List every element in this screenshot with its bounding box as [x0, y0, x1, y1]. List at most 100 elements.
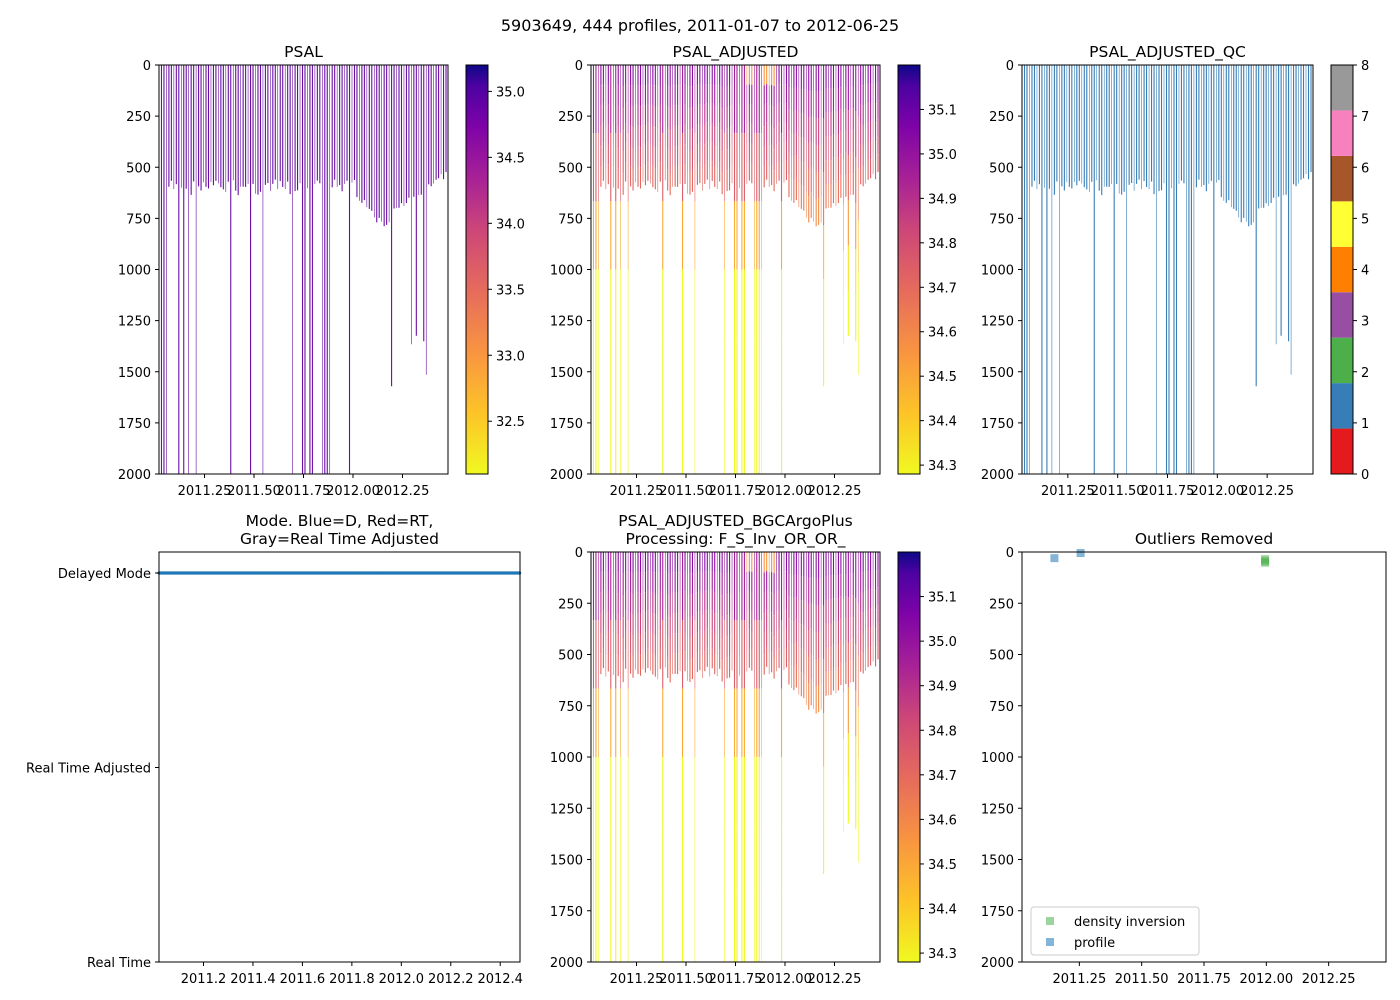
x-tick-label: 2011.50 — [659, 484, 713, 499]
y-tick-label: 1000 — [550, 264, 583, 279]
psal-adjusted-qc-axes: PSAL_ADJUSTED_QC2011.252011.502011.75201… — [981, 43, 1369, 499]
axes-frame — [158, 64, 449, 475]
colorbar-tick-label: 34.8 — [928, 237, 957, 252]
y-category-label: Real Time — [87, 956, 151, 971]
colorbar — [897, 64, 921, 475]
x-tick-label: 2012.00 — [758, 484, 812, 499]
y-tick-label: 1250 — [981, 802, 1014, 817]
heatmap-profiles — [1023, 65, 1312, 474]
colorbar-swatch — [1331, 292, 1353, 338]
colorbar-tick-label: 34.5 — [928, 370, 957, 385]
x-tick-label: 2011.25 — [178, 484, 232, 499]
colorbar-swatch — [1331, 155, 1353, 202]
axes-title: PSAL_ADJUSTED — [673, 43, 799, 62]
legend-box — [1030, 906, 1200, 956]
x-tick-label: 2011.75 — [709, 484, 763, 499]
x-tick-label: 2012.25 — [808, 484, 862, 499]
y-tick-label: 1500 — [550, 854, 583, 869]
axes-frame — [590, 551, 881, 963]
y-tick-label: 1500 — [118, 366, 151, 381]
colorbar-tick-label: 35.0 — [496, 85, 525, 100]
heatmap-profiles — [592, 552, 879, 962]
colorbar-tick-label: 34.5 — [496, 151, 525, 166]
y-tick-label: 0 — [575, 59, 583, 74]
x-tick-label: 2011.25 — [1041, 484, 1095, 499]
y-tick-label: 250 — [126, 110, 151, 125]
legend-marker — [1046, 938, 1054, 946]
y-tick-label: 0 — [1006, 59, 1014, 74]
y-tick-label: 750 — [558, 700, 583, 715]
y-tick-label: 1500 — [981, 366, 1014, 381]
outlier-marker — [1050, 554, 1059, 563]
x-tick-label: 2012.00 — [326, 484, 380, 499]
y-tick-label: 0 — [575, 546, 583, 561]
axes-title: PSAL_ADJUSTED_QC — [1089, 43, 1246, 62]
x-tick-label: 2011.50 — [227, 484, 281, 499]
colorbar-tick-label: 34.9 — [928, 680, 957, 695]
x-tick-label: 2011.25 — [1052, 972, 1106, 987]
heatmap-profiles — [592, 65, 879, 474]
y-tick-label: 1250 — [118, 315, 151, 330]
y-tick-label: 1750 — [550, 417, 583, 432]
series-density-inversion — [1261, 555, 1270, 567]
colorbar-tick-label: 32.5 — [496, 415, 525, 430]
y-tick-label: 250 — [558, 110, 583, 125]
x-tick-label: 2011.50 — [1115, 972, 1169, 987]
colorbar-swatch — [1331, 383, 1353, 429]
y-tick-label: 500 — [558, 649, 583, 664]
colorbar-tick-label: 0 — [1361, 468, 1369, 483]
colorbar — [465, 64, 489, 475]
y-tick-label: 500 — [126, 161, 151, 176]
colorbar-tick-label: 34.3 — [928, 459, 957, 474]
y-tick-label: 1000 — [981, 264, 1014, 279]
axes-title: PSAL_ADJUSTED_BGCArgoPlus — [618, 512, 852, 531]
colorbar-tick-label: 35.0 — [928, 148, 957, 163]
y-tick-label: 1000 — [118, 264, 151, 279]
colorbar-tick-label: 35.1 — [928, 103, 957, 118]
y-tick-label: 2000 — [550, 468, 583, 483]
x-tick-label: 2012.2 — [428, 972, 474, 987]
y-tick-label: 1250 — [550, 315, 583, 330]
colorbar-tick-label: 2 — [1361, 366, 1369, 381]
colorbar-tick-label: 33.0 — [496, 349, 525, 364]
legend: density inversion profile — [1030, 906, 1200, 956]
y-tick-label: 1750 — [981, 417, 1014, 432]
y-tick-label: 500 — [558, 161, 583, 176]
series-profile — [1050, 549, 1085, 563]
axes-title: Outliers Removed — [1135, 530, 1273, 548]
colorbar-swatch — [1331, 246, 1353, 293]
y-tick-label: 1750 — [118, 417, 151, 432]
x-tick-label: 2011.75 — [1177, 972, 1231, 987]
colorbar-swatch — [1331, 337, 1353, 384]
y-tick-label: 500 — [989, 161, 1014, 176]
axes-title: PSAL — [284, 43, 323, 61]
legend-label: density inversion — [1074, 915, 1185, 930]
colorbar-tick-label: 34.5 — [928, 858, 957, 873]
x-tick-label: 2012.4 — [477, 972, 523, 987]
colorbar-tick-label: 35.0 — [928, 635, 957, 650]
colorbar-tick-label: 35.1 — [928, 591, 957, 606]
colorbar-tick-label: 34.6 — [928, 326, 957, 341]
axes-frame — [1021, 64, 1314, 475]
colorbar-tick-label: 34.3 — [928, 947, 957, 962]
x-tick-label: 2011.25 — [610, 484, 664, 499]
axes-frame — [590, 64, 881, 475]
x-tick-label: 2011.50 — [1091, 484, 1145, 499]
y-category-label: Real Time Adjusted — [26, 762, 151, 777]
y-tick-label: 1000 — [981, 751, 1014, 766]
colorbar-tick-label: 34.7 — [928, 769, 957, 784]
x-tick-label: 2012.25 — [1240, 484, 1294, 499]
y-tick-label: 750 — [989, 212, 1014, 227]
outlier-marker — [1076, 549, 1085, 558]
y-tick-label: 250 — [989, 110, 1014, 125]
x-tick-label: 2011.75 — [1141, 484, 1195, 499]
x-tick-label: 2012.25 — [376, 484, 430, 499]
colorbar-tick-label: 34.9 — [928, 192, 957, 207]
x-tick-label: 2011.2 — [181, 972, 227, 987]
x-tick-label: 2012.0 — [379, 972, 425, 987]
y-tick-label: 1500 — [550, 366, 583, 381]
outliers-axes: Outliers Removed 2011.25 2011.50 2011.75 201… — [981, 530, 1387, 987]
y-tick-label: 750 — [989, 700, 1014, 715]
outlier-marker — [1261, 558, 1270, 567]
